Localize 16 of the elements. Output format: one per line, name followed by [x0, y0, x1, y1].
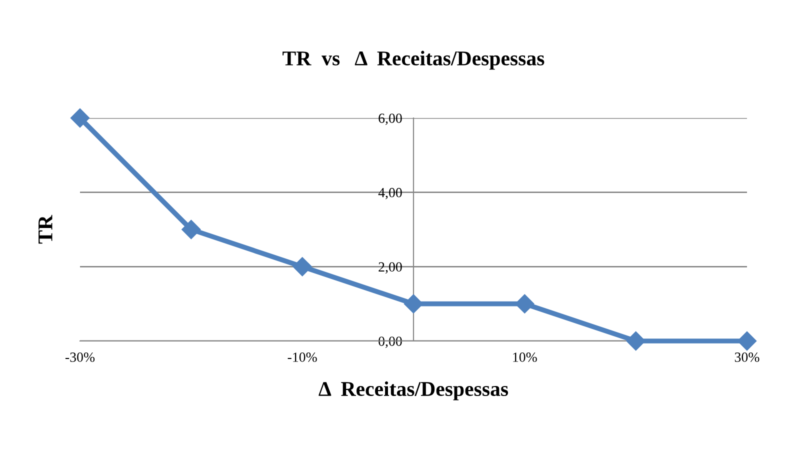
- y-tick-label: 2,00: [378, 262, 402, 274]
- point: [626, 331, 646, 351]
- y-tick-label: 4,00: [378, 188, 402, 200]
- y-tick-label: 6,00: [378, 114, 402, 125]
- point: [737, 331, 757, 351]
- point: [515, 294, 534, 314]
- x-tick-label: 30%: [734, 352, 760, 362]
- x-tick-label: -10%: [288, 352, 317, 362]
- point: [182, 220, 201, 240]
- point: [70, 108, 90, 128]
- chart-title: TR vs Δ Receitas/Despessas: [282, 50, 544, 70]
- x-tick-label: -30%: [65, 352, 95, 362]
- y-axis-title: TR: [38, 214, 52, 244]
- x-tick-label: 10%: [513, 352, 537, 362]
- point: [292, 257, 312, 276]
- x-axis-title: Δ Receitas/Despessas: [318, 381, 508, 400]
